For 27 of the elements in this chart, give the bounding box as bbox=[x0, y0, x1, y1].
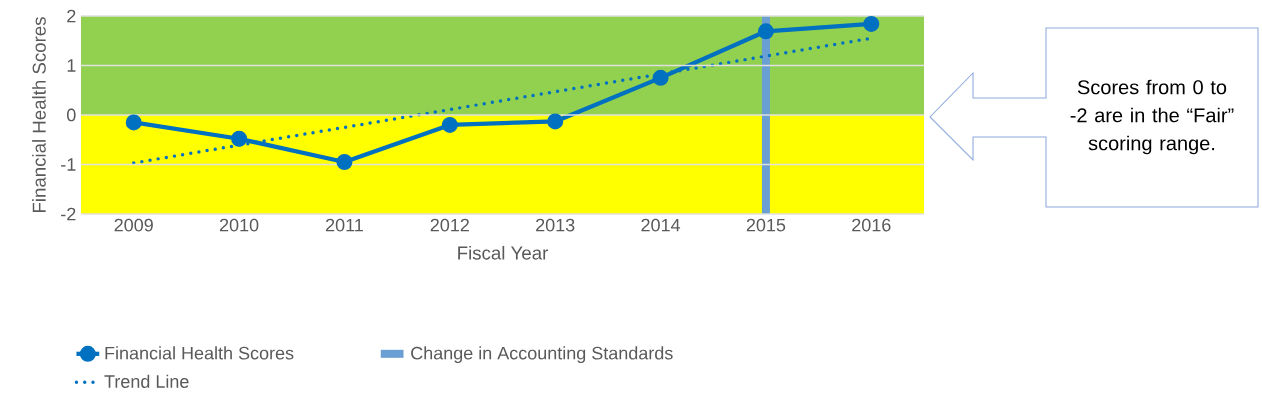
point bbox=[652, 69, 669, 86]
x-tick-label: 2012 bbox=[430, 218, 469, 232]
point bbox=[441, 116, 458, 133]
x-tick-label: 2015 bbox=[746, 218, 786, 232]
point bbox=[547, 113, 564, 130]
point bbox=[125, 114, 142, 131]
point bbox=[336, 154, 353, 171]
point bbox=[231, 130, 248, 147]
x-tick-label: 2010 bbox=[219, 218, 259, 232]
y-tick-label: -1 bbox=[61, 158, 76, 171]
x-tick-label: 2013 bbox=[536, 218, 575, 232]
y-tick-label: 2 bbox=[67, 9, 76, 23]
x-axis-title: Fiscal Year bbox=[458, 245, 549, 260]
legend-label: Financial Health Scores bbox=[105, 346, 294, 360]
x-tick-label: 2011 bbox=[325, 218, 363, 232]
y-axis-title: Financial Health Scores bbox=[32, 17, 46, 213]
x-tick-label: 2014 bbox=[641, 218, 681, 232]
y-tick-label: 1 bbox=[67, 59, 76, 72]
point bbox=[757, 23, 774, 40]
legend-label: Trend Line bbox=[104, 374, 189, 388]
text: Scores from 0 to -2 are in the “Fair” scoring range. bbox=[1070, 79, 1234, 155]
point bbox=[863, 15, 880, 32]
y-tick-label: 0 bbox=[67, 108, 76, 122]
x-tick-label: 2016 bbox=[852, 218, 891, 232]
y-tick-label: -2 bbox=[61, 207, 76, 221]
legend-label: Change in Accounting Standards bbox=[411, 346, 673, 364]
x-tick-label: 2009 bbox=[114, 218, 153, 232]
